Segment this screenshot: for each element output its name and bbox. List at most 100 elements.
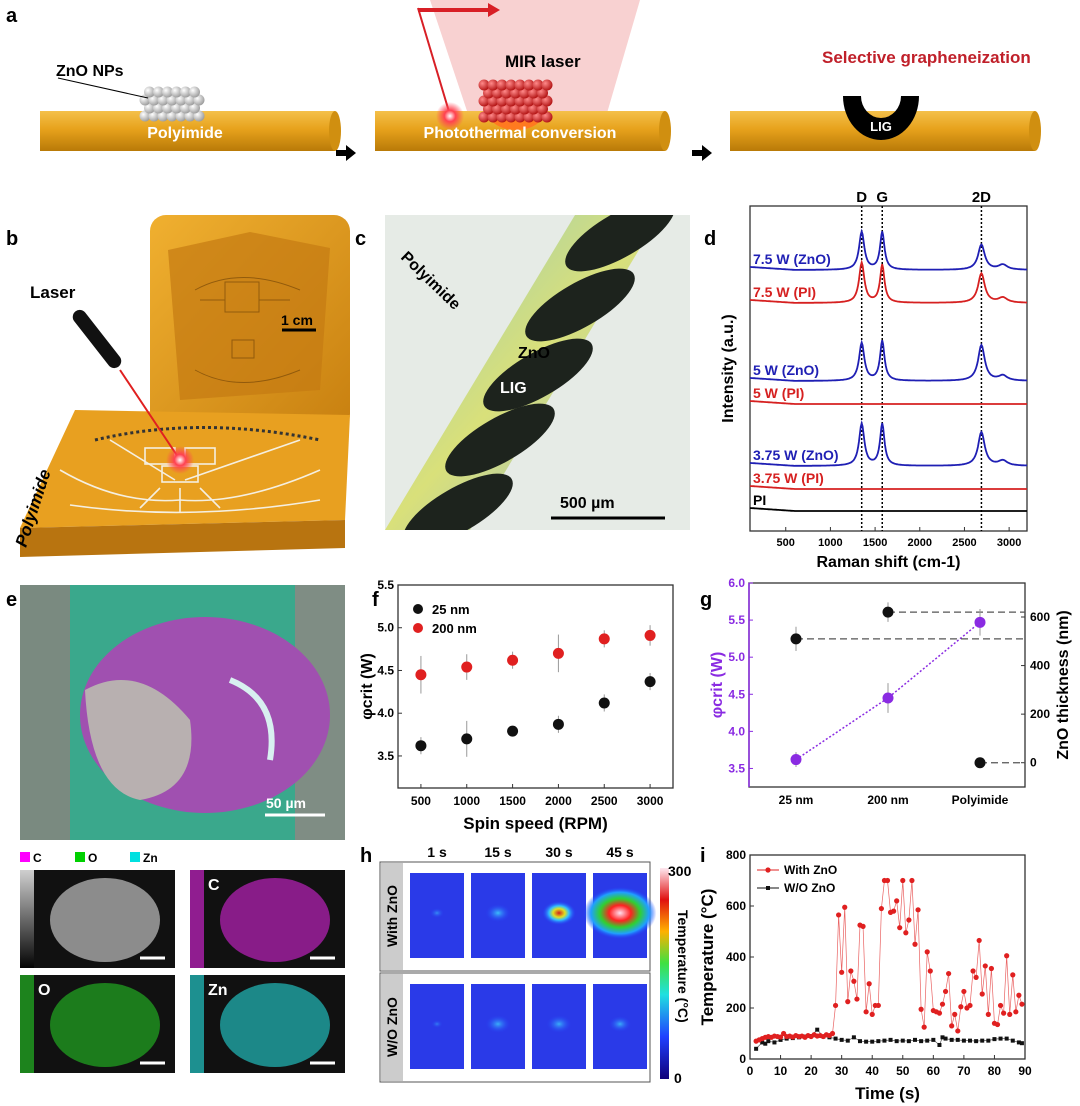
panel-g-chart: g 3.5 4.0 4.5 5.0 5.5 6.0 0 200 400 600 25 nm 200 n… <box>700 576 1072 807</box>
nanoparticle <box>537 103 548 115</box>
data-point <box>982 963 988 969</box>
nanoparticle <box>180 102 191 114</box>
colorbar-max: 300 <box>668 863 692 879</box>
data-point <box>915 907 921 913</box>
arrow-icon <box>692 145 712 161</box>
lig-label: LIG <box>870 119 892 134</box>
panel-c: c Polyimide ZnO LIG 500 µm <box>355 215 690 530</box>
legend-swatch <box>20 852 30 862</box>
series-label: 5 W (PI) <box>753 385 804 401</box>
y-tick-label: 4.5 <box>377 663 394 677</box>
x-axis-label: Raman shift (cm-1) <box>816 554 960 571</box>
x-axis-label: Spin speed (RPM) <box>463 814 608 833</box>
y-tick-label-left: 4.5 <box>728 687 745 701</box>
data-point <box>815 1027 820 1032</box>
data-point <box>790 754 802 766</box>
y-axis-label: Intensity (a.u.) <box>720 314 737 422</box>
data-point <box>863 1009 869 1015</box>
map-intensity-strip <box>20 975 34 1073</box>
hot-spot <box>583 887 657 939</box>
legend-label: With ZnO <box>784 863 837 877</box>
y-tick-label-right: 400 <box>1030 659 1050 673</box>
legend-marker <box>413 604 423 614</box>
data-point <box>955 1028 961 1034</box>
scale-label-50um: 50 µm <box>266 795 306 811</box>
data-point <box>598 697 610 709</box>
heated-zno-nanoparticles <box>478 79 553 123</box>
data-point <box>1019 1041 1024 1046</box>
data-point <box>921 1024 927 1030</box>
element-map: Zn <box>190 975 345 1073</box>
data-point <box>979 991 985 997</box>
data-point <box>943 1036 948 1041</box>
data-point <box>644 629 656 641</box>
series-label: 7.5 W (ZnO) <box>753 251 831 267</box>
eds-overlay-image: 50 µm <box>20 585 345 840</box>
x-tick-label: 3000 <box>997 537 1021 549</box>
x-tick-label: 3000 <box>637 794 664 808</box>
y-tick-label-left: 6.0 <box>728 576 745 590</box>
zno-label: ZnO <box>518 345 550 362</box>
raman-spectrum <box>749 507 1027 512</box>
series-line <box>755 880 1023 1042</box>
nanoparticle <box>148 94 160 106</box>
data-point <box>900 1038 905 1043</box>
data-point <box>839 1037 844 1042</box>
x-tick-label: 20 <box>804 1064 818 1078</box>
x-tick-label: 30 <box>835 1064 849 1078</box>
nanoparticle <box>487 111 499 123</box>
data-point <box>839 969 845 975</box>
data-point <box>912 941 918 947</box>
data-point <box>940 1035 945 1040</box>
peak-marker-label: 2D <box>972 189 991 206</box>
nanoparticle <box>492 103 503 115</box>
mir-laser-label: MIR laser <box>505 52 581 71</box>
lig-pattern <box>445 403 555 477</box>
data-point <box>974 1039 979 1044</box>
nanoparticle <box>510 103 521 115</box>
y-tick-label: 4.0 <box>377 706 394 720</box>
legend-marker <box>766 886 770 890</box>
time-label: 1 s <box>427 844 447 860</box>
lig-pattern <box>565 215 675 272</box>
map-intensity-strip <box>190 975 204 1073</box>
data-point <box>968 1038 972 1043</box>
nanoparticle <box>162 102 173 114</box>
x-tick-label: 0 <box>747 1064 754 1078</box>
x-tick-label: 2000 <box>545 794 572 808</box>
data-point <box>974 616 986 628</box>
y-tick-label: 5.5 <box>377 578 394 592</box>
nanoparticle <box>171 86 182 98</box>
y-axis-label-right: ZnO thickness (nm) <box>1055 610 1072 759</box>
x-axis-label: Time (s) <box>855 1084 920 1103</box>
data-point <box>980 1038 985 1043</box>
x-tick-label: 1500 <box>499 794 526 808</box>
data-point <box>997 1002 1004 1009</box>
x-tick-label: 500 <box>411 794 431 808</box>
data-point <box>927 968 933 974</box>
data-point <box>851 978 857 984</box>
legend-marker <box>765 867 771 873</box>
nanoparticle <box>541 95 553 107</box>
nanoparticle <box>501 87 512 99</box>
data-point <box>931 1037 936 1042</box>
map-intensity-strip <box>190 870 204 968</box>
element-map: O <box>20 975 175 1073</box>
data-point <box>1010 972 1016 978</box>
nanoparticle <box>153 86 164 98</box>
nanoparticle <box>144 102 155 114</box>
nanoparticle <box>528 103 539 115</box>
polyimide-slab <box>20 410 350 557</box>
data-point <box>974 757 986 769</box>
nanoparticle <box>496 95 508 107</box>
nanoparticle <box>193 110 205 122</box>
x-tick-label: 50 <box>896 1064 910 1078</box>
data-point <box>1019 1001 1025 1007</box>
data-point <box>909 877 915 884</box>
y-tick-label: 0 <box>739 1052 746 1066</box>
data-point <box>936 1010 943 1016</box>
data-point <box>924 949 930 955</box>
nanoparticle <box>523 79 535 91</box>
nanoparticle <box>166 110 178 122</box>
nanoparticle <box>510 87 521 99</box>
